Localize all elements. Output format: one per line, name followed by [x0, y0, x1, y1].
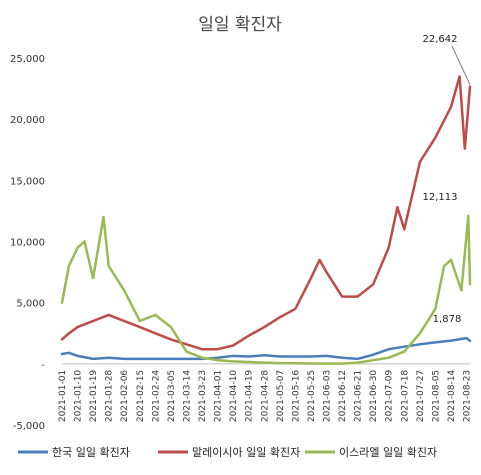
y-axis: 25,000 20,000 15,000 10,000 5,000 - -5,000 [10, 54, 45, 432]
annotation-leader [451, 45, 471, 86]
annotation-label: 22,642 [423, 34, 458, 45]
y-tick-label: 15,000 [10, 176, 45, 187]
x-tick-label: 2021-06-03 [323, 370, 333, 422]
annotation-label: 12,113 [423, 192, 458, 203]
x-tick-label: 2021-08-14 [447, 370, 457, 423]
x-tick-label: 2021-07-27 [416, 370, 426, 422]
legend-label: 말레이시아 일일 확진자 [192, 445, 300, 459]
series-line-1 [60, 75, 472, 351]
x-tick-label: 2021-06-21 [354, 370, 364, 422]
x-tick-label: 2021-05-25 [307, 370, 317, 422]
legend-label: 이스라엘 일일 확진자 [339, 445, 437, 459]
x-tick-label: 2021-03-23 [198, 370, 208, 422]
x-tick-label: 2021-02-24 [151, 370, 161, 423]
annotation-label: 1,878 [433, 314, 462, 325]
y-tick-label: -5,000 [13, 421, 45, 432]
legend-label: 한국 일일 확진자 [52, 445, 130, 459]
x-tick-label: 2021-04-19 [245, 370, 255, 423]
series-line-2 [60, 214, 472, 365]
x-tick-label: 2021-03-14 [182, 370, 192, 423]
legend: 한국 일일 확진자 말레이시아 일일 확진자 이스라엘 일일 확진자 [18, 445, 437, 459]
x-tick-label: 2021-06-12 [338, 370, 348, 422]
x-tick-label: 2021-03-05 [167, 370, 177, 422]
x-tick-label: 2021-08-05 [431, 370, 441, 422]
x-tick-label: 2021-01-28 [105, 370, 115, 423]
x-tick-label: 2021-07-18 [400, 370, 410, 423]
y-tick-label: 20,000 [10, 115, 45, 126]
x-tick-label: 2021-02-06 [120, 370, 130, 423]
x-tick-label: 2021-08-23 [463, 370, 473, 422]
y-tick-label: 10,000 [10, 238, 45, 249]
x-tick-label: 2021-06-30 [369, 370, 379, 423]
x-tick-label: 2021-04-28 [260, 370, 270, 423]
x-tick-label: 2021-01-01 [58, 370, 68, 422]
x-axis: 2021-01-01 2021-01-10 2021-01-19 2021-01-28… [58, 370, 473, 423]
x-tick-label: 2021-04-10 [229, 370, 239, 423]
x-tick-label: 2021-05-07 [276, 370, 286, 422]
y-tick-label: 25,000 [10, 54, 45, 65]
x-tick-label: 2021-07-09 [385, 370, 395, 423]
x-tick-label: 2021-01-19 [89, 370, 99, 423]
x-tick-label: 2021-04-01 [214, 370, 224, 422]
data-annotations: 22,642 12,113 1,878 [423, 34, 471, 325]
y-tick-label: - [41, 360, 45, 371]
x-tick-label: 2021-02-15 [136, 370, 146, 422]
series-lines [60, 75, 472, 365]
chart-title: 일일 확진자 [198, 15, 282, 35]
y-tick-label: 5,000 [16, 299, 45, 310]
series-line-0 [60, 336, 472, 361]
x-tick-label: 2021-01-10 [74, 370, 84, 423]
x-tick-label: 2021-05-16 [291, 370, 301, 423]
